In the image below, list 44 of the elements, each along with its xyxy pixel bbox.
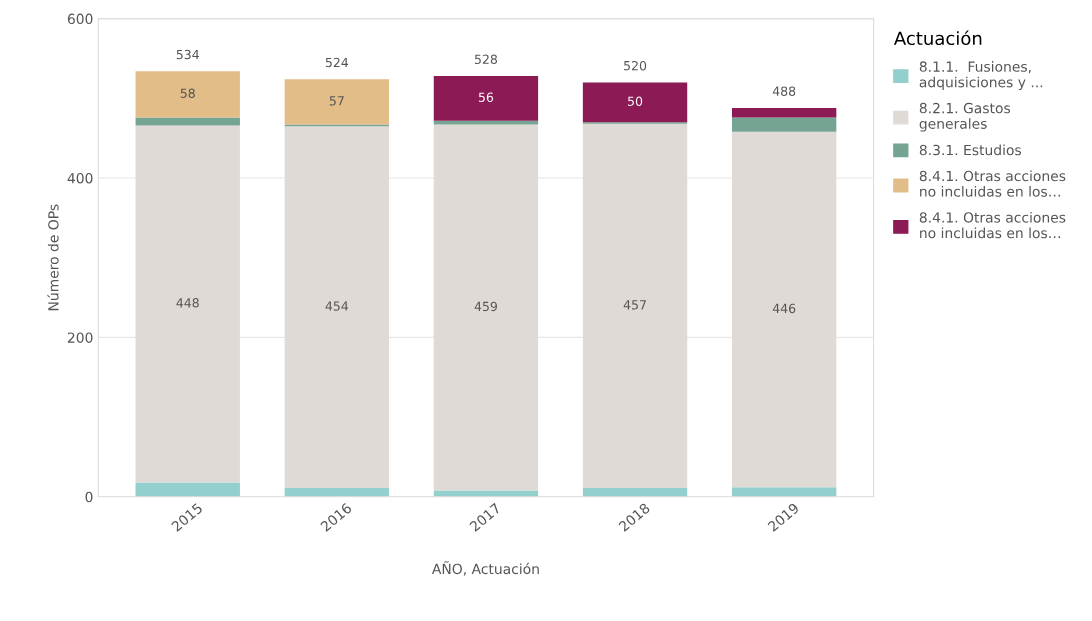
bar [135,482,240,497]
bar [284,488,390,497]
y-tick-label: 200 [67,332,93,343]
legend-label: 8.4.1. Otras acciones no incluidas en los… [919,170,1066,197]
bar [433,124,539,491]
total-label: 534 [176,49,199,60]
legend-label: 8.1.1. Fusiones, adquisiciones y ... [919,61,1043,91]
total-label: 524 [325,57,349,68]
y-tick-label: 600 [67,13,93,25]
data-label: 459 [474,301,497,312]
bar [433,120,539,125]
bar [731,487,837,497]
bar [433,490,539,497]
total-label: 528 [474,54,498,65]
data-label: 57 [329,96,344,106]
bar [731,117,837,132]
bar [582,488,688,497]
y-tick-label: 0 [85,491,93,503]
bar [135,125,240,483]
legend-label: 8.4.1. Otras acciones no incluidas en los… [919,211,1066,239]
data-label: 50 [628,96,643,106]
bar [433,76,539,121]
x-axis-title: AÑO, Actuación [432,561,539,576]
bar [731,131,837,488]
data-label: 58 [180,88,195,98]
legend-label: 8.2.1. Gastos generales [919,102,1011,132]
bar [135,71,240,118]
y-tick-label: 400 [67,172,93,184]
data-label: 56 [478,92,494,102]
data-label: 446 [772,303,796,314]
legend-label: 8.3.1. Estudios [919,144,1022,156]
y-axis-title: Número de OPs [47,204,59,311]
data-label: 448 [176,298,199,308]
bar [284,79,390,125]
data-label: 454 [325,301,349,311]
bar [135,117,240,126]
bar [582,82,688,123]
total-label: 488 [772,86,796,96]
bar [284,126,390,489]
total-label: 520 [624,60,647,71]
data-label: 457 [623,300,646,310]
bar [582,123,688,489]
bar [731,107,837,118]
legend-title: Actuación [893,30,982,46]
